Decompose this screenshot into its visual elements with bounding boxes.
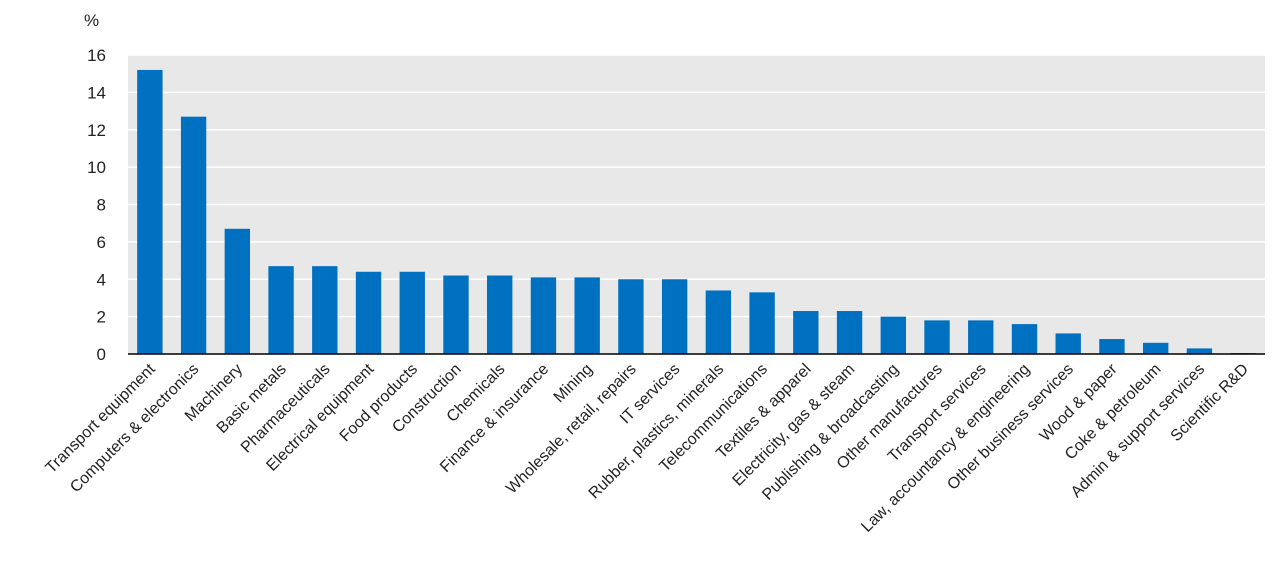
y-tick-label: 8 (97, 196, 106, 215)
bar (224, 228, 251, 354)
y-tick-label: 12 (87, 121, 106, 140)
bar (530, 277, 557, 354)
bar (487, 275, 513, 354)
y-axis-unit-label: % (84, 11, 99, 30)
bar (1099, 339, 1125, 354)
x-category-label: Scientific R&D (1168, 361, 1252, 445)
bar (836, 311, 863, 354)
bar (180, 116, 207, 354)
bar (1055, 333, 1081, 354)
y-tick-label: 16 (87, 46, 106, 65)
bar (705, 290, 732, 354)
bar (268, 266, 294, 354)
bar (661, 279, 688, 354)
bar (312, 266, 338, 354)
bar (443, 275, 469, 354)
bar (749, 292, 775, 354)
bar (574, 277, 600, 354)
bar (355, 271, 382, 354)
bar (924, 320, 950, 354)
x-category-label: Food products (337, 361, 421, 445)
y-axis-ticks: 0 2 4 6 8 10 12 14 16 (87, 46, 106, 364)
bar (1142, 342, 1169, 354)
bar (618, 279, 644, 354)
y-tick-label: 10 (87, 158, 106, 177)
bar (1011, 324, 1038, 354)
bar (793, 311, 819, 354)
bar (137, 69, 163, 354)
y-tick-label: 2 (97, 308, 106, 327)
bar (1186, 348, 1213, 354)
y-tick-label: 4 (97, 270, 106, 289)
bars (137, 69, 1256, 354)
bar (968, 320, 994, 354)
bar (399, 271, 425, 354)
y-tick-label: 14 (87, 83, 106, 102)
y-tick-label: 0 (97, 345, 106, 364)
bar (880, 316, 906, 354)
y-tick-label: 6 (97, 233, 106, 252)
x-category-label: Wood & paper (1037, 360, 1122, 445)
